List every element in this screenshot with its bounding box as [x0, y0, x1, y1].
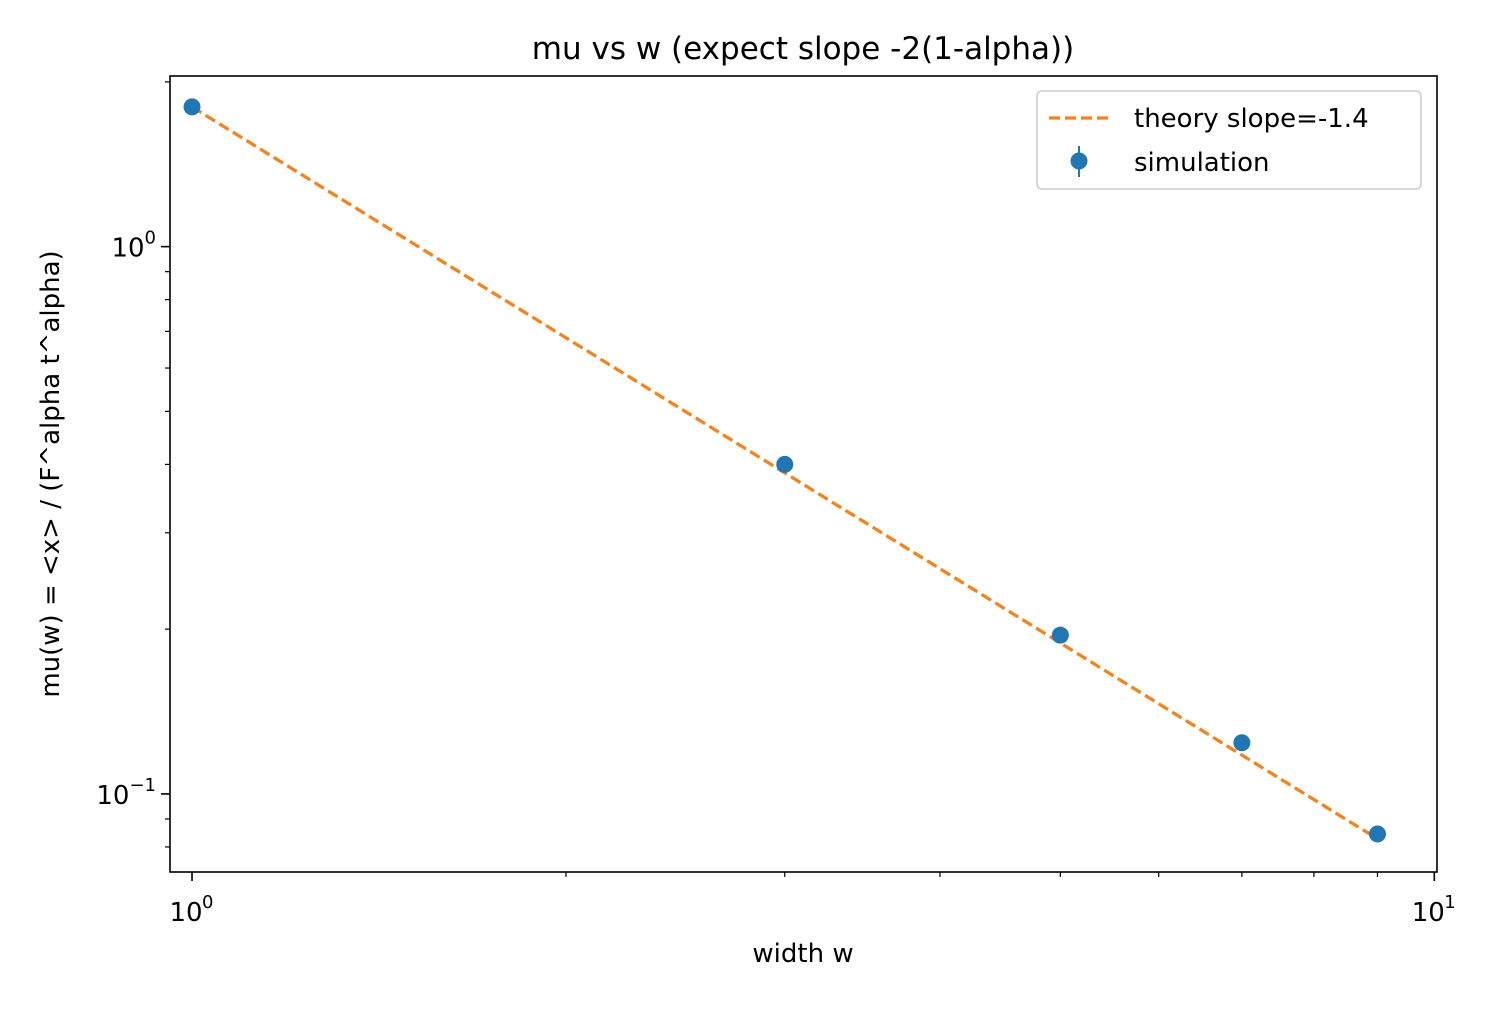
- x-axis-ticks: 10 0 10 1: [169, 872, 1456, 928]
- simulation-point: [1368, 825, 1386, 843]
- x-axis-label: width w: [752, 939, 853, 969]
- y-tick-label: 100: [111, 228, 156, 264]
- axes-frame: [169, 75, 1438, 873]
- legend-simulation-marker: [1070, 152, 1088, 170]
- legend: theory slope=-1.4 simulation: [1036, 90, 1422, 190]
- simulation-point: [1051, 626, 1069, 644]
- y-axis-ticks: 100 10−1: [96, 81, 170, 848]
- simulation-point: [1233, 734, 1251, 752]
- x-tick-label: 10: [1412, 898, 1445, 928]
- x-tick-label: 10: [169, 898, 202, 928]
- x-tick-label-exponent: 0: [202, 892, 213, 913]
- simulation-point: [183, 98, 201, 116]
- legend-simulation-label: simulation: [1134, 148, 1270, 178]
- y-tick-label: 10−1: [96, 775, 156, 811]
- x-tick-label-exponent: 1: [1444, 892, 1455, 913]
- y-axis-label: mu(w) = <x> / (F^alpha t^alpha): [36, 250, 66, 697]
- legend-theory-label: theory slope=-1.4: [1134, 104, 1369, 134]
- series-layer: [183, 98, 1386, 843]
- simulation-point: [776, 455, 794, 473]
- chart-title: mu vs w (expect slope -2(1-alpha)): [532, 31, 1074, 67]
- legend-frame: [1036, 90, 1422, 190]
